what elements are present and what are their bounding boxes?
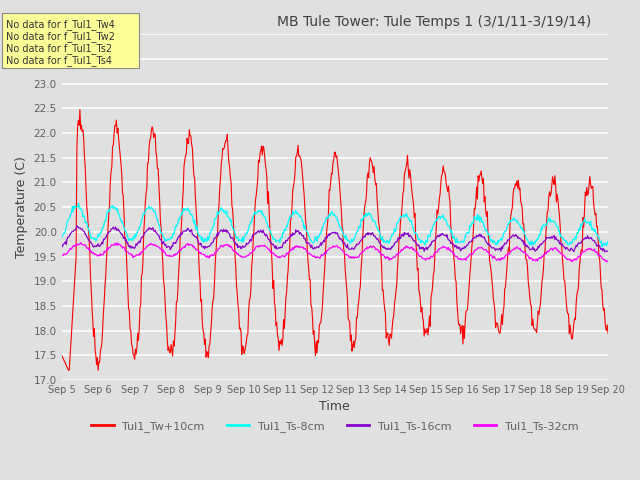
Text: No data for f_Tul1_Ts4: No data for f_Tul1_Ts4 (6, 55, 113, 66)
Text: No data for f_Tul1_Tw4: No data for f_Tul1_Tw4 (6, 19, 115, 30)
Text: MB Tule Tower: Tule Temps 1 (3/1/11-3/19/14): MB Tule Tower: Tule Temps 1 (3/1/11-3/19… (277, 15, 591, 29)
Text: No data for f_Tul1_Tw2: No data for f_Tul1_Tw2 (6, 31, 115, 42)
X-axis label: Time: Time (319, 400, 350, 413)
Y-axis label: Temperature (C): Temperature (C) (15, 156, 28, 258)
Text: No data for f_Tul1_Ts2: No data for f_Tul1_Ts2 (6, 43, 113, 54)
Legend: Tul1_Tw+10cm, Tul1_Ts-8cm, Tul1_Ts-16cm, Tul1_Ts-32cm: Tul1_Tw+10cm, Tul1_Ts-8cm, Tul1_Ts-16cm,… (87, 417, 583, 437)
